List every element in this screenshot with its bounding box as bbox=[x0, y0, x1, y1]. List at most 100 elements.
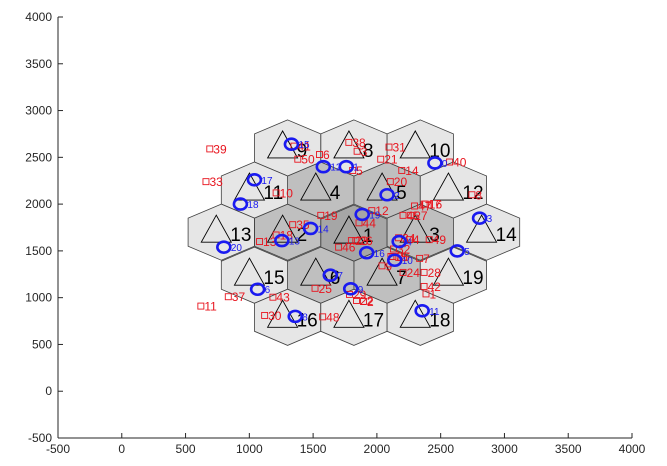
user-label-16: 16 bbox=[429, 198, 443, 212]
station-marker-2 bbox=[379, 187, 395, 202]
station-label-9: 9 bbox=[358, 285, 364, 296]
hexagonal-cells bbox=[187, 119, 521, 346]
hex-cell-14 bbox=[452, 203, 521, 261]
x-tick-label: 0 bbox=[118, 442, 125, 456]
station-marker-13 bbox=[274, 233, 290, 248]
x-tick-label: 2000 bbox=[364, 442, 391, 456]
y-tick-label: 500 bbox=[32, 337, 52, 351]
cell-label-4: 4 bbox=[330, 183, 341, 204]
triangle-icon bbox=[399, 130, 432, 159]
user-marker-50 bbox=[294, 155, 302, 163]
user-label-8: 8 bbox=[475, 188, 482, 202]
station-label-13: 13 bbox=[289, 237, 301, 248]
cell-label-15: 15 bbox=[263, 268, 284, 289]
triangle-icon bbox=[333, 215, 365, 244]
triangle-icon bbox=[399, 214, 432, 243]
user-marker-22 bbox=[353, 297, 360, 304]
user-label-25: 25 bbox=[319, 282, 333, 296]
user-label-42: 42 bbox=[428, 280, 442, 294]
user-marker-10 bbox=[272, 189, 280, 197]
station-marker-17 bbox=[246, 172, 263, 187]
station-marker-15 bbox=[283, 137, 300, 152]
x-tick-label: 3000 bbox=[491, 442, 518, 456]
cell-label-2: 2 bbox=[297, 225, 308, 246]
y-tick-label: 2500 bbox=[25, 150, 52, 164]
station-label-2: 2 bbox=[394, 191, 400, 202]
user-label-47: 47 bbox=[418, 199, 432, 213]
station-marker-7 bbox=[322, 268, 339, 283]
user-label-26: 26 bbox=[359, 234, 373, 248]
station-label-10: 10 bbox=[402, 256, 414, 267]
cell-label-17: 17 bbox=[363, 310, 384, 331]
user-label-7: 7 bbox=[423, 252, 430, 266]
user-label-12: 12 bbox=[375, 204, 389, 218]
user-marker-26 bbox=[352, 237, 360, 245]
user-marker-2 bbox=[360, 297, 367, 305]
user-marker-1 bbox=[422, 290, 430, 298]
user-label-19: 19 bbox=[324, 209, 338, 223]
y-tick-label: 3000 bbox=[25, 104, 52, 118]
station-label-15: 15 bbox=[298, 140, 310, 151]
user-label-45: 45 bbox=[407, 209, 421, 223]
triangle-icon bbox=[333, 130, 365, 159]
station-label-12: 12 bbox=[330, 163, 342, 174]
station-label-18: 18 bbox=[247, 200, 259, 211]
triangle-icon bbox=[399, 299, 432, 328]
user-marker-14 bbox=[398, 166, 406, 174]
user-label-20: 20 bbox=[394, 175, 408, 189]
user-label-2: 2 bbox=[367, 295, 374, 309]
user-marker-49 bbox=[425, 236, 433, 244]
user-marker-43 bbox=[269, 293, 277, 301]
user-marker-9 bbox=[378, 262, 386, 270]
user-marker-39 bbox=[206, 145, 214, 153]
user-label-14: 14 bbox=[405, 164, 419, 178]
station-marker-1 bbox=[338, 159, 355, 174]
cell-label-14: 14 bbox=[496, 225, 518, 246]
station-label-1: 1 bbox=[353, 163, 359, 174]
cell-label-12: 12 bbox=[462, 183, 483, 204]
station-label-7: 7 bbox=[337, 271, 343, 282]
cell-label-1: 1 bbox=[363, 226, 374, 247]
cell-label-18: 18 bbox=[429, 310, 450, 331]
user-label-28: 28 bbox=[428, 266, 442, 280]
user-label-30: 30 bbox=[268, 309, 282, 323]
triangle-icon bbox=[366, 172, 398, 201]
station-marker-3 bbox=[471, 211, 488, 225]
cell-label-8: 8 bbox=[363, 141, 374, 162]
user-marker-20 bbox=[386, 178, 394, 186]
y-tick-label: 3500 bbox=[25, 57, 52, 71]
triangle-icon bbox=[233, 172, 266, 201]
station-label-6: 6 bbox=[265, 285, 271, 296]
user-label-50: 50 bbox=[301, 153, 315, 167]
user-marker-38 bbox=[345, 138, 353, 146]
station-marker-4 bbox=[391, 234, 408, 249]
triangle-icon bbox=[432, 257, 465, 286]
user-label-13: 13 bbox=[263, 235, 277, 249]
user-label-31: 31 bbox=[393, 141, 407, 155]
triangle-icon bbox=[233, 257, 266, 286]
user-marker-12 bbox=[368, 207, 376, 215]
user-label-46: 46 bbox=[342, 241, 356, 255]
user-marker-21 bbox=[377, 155, 385, 163]
user-marker-47 bbox=[411, 202, 418, 210]
user-label-35: 35 bbox=[296, 218, 310, 232]
user-label-3: 3 bbox=[361, 145, 368, 159]
user-label-22: 22 bbox=[360, 294, 374, 308]
user-marker-19 bbox=[317, 211, 325, 219]
station-label-3: 3 bbox=[487, 214, 493, 225]
station-marker-12 bbox=[315, 159, 332, 174]
triangle-icon bbox=[299, 172, 332, 201]
station-marker-5 bbox=[449, 244, 466, 258]
user-marker-33 bbox=[202, 178, 210, 186]
station-marker-6 bbox=[249, 282, 266, 297]
triangle-icon bbox=[366, 257, 398, 286]
user-label-43: 43 bbox=[276, 291, 290, 305]
y-tick-label: 0 bbox=[45, 384, 52, 398]
user-label-24: 24 bbox=[407, 266, 421, 280]
station-marker-20 bbox=[216, 240, 232, 254]
user-marker-11 bbox=[197, 302, 205, 310]
user-label-33: 33 bbox=[209, 175, 223, 189]
user-label-9: 9 bbox=[385, 259, 392, 273]
user-marker-42 bbox=[420, 282, 428, 290]
